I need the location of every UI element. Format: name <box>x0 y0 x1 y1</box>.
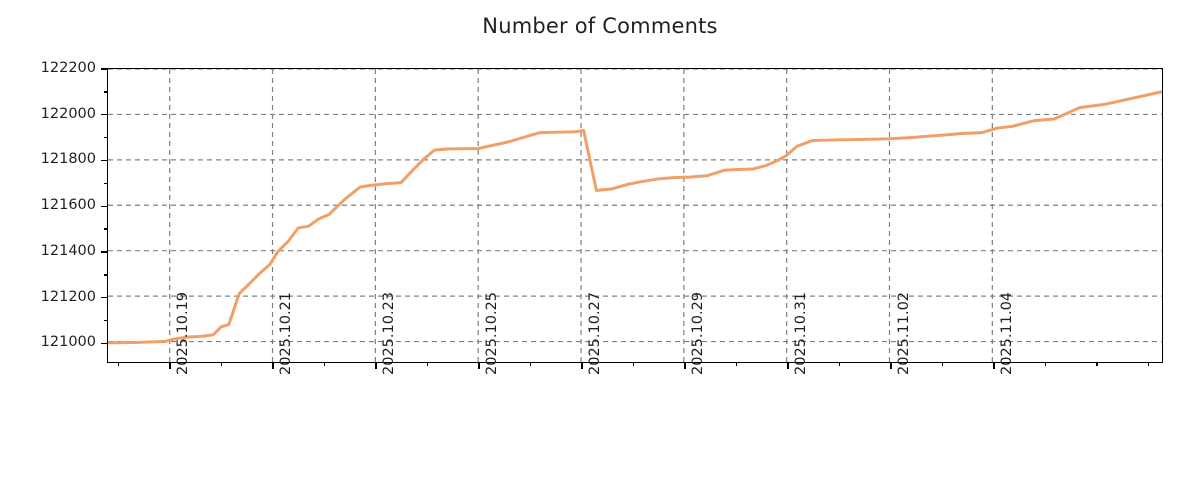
y-axis-tick-label: 121000 <box>40 334 96 351</box>
x-minor-tick-mark <box>426 362 429 366</box>
y-axis-tick-label: 121800 <box>40 151 96 168</box>
y-axis-tick-label: 122200 <box>40 60 96 76</box>
x-axis-tick-label: 2025.10.25 <box>483 291 500 375</box>
y-tick-mark <box>101 251 108 253</box>
x-minor-tick-mark <box>220 362 223 366</box>
y-tick-mark <box>101 159 108 162</box>
x-minor-tick-mark <box>735 362 738 366</box>
y-axis-tick-label: 121200 <box>40 288 96 305</box>
y-minor-tick-mark <box>104 228 108 230</box>
y-tick-mark <box>101 296 108 299</box>
x-tick-mark <box>890 362 892 369</box>
y-minor-tick-mark <box>104 319 108 322</box>
y-minor-tick-mark <box>104 182 108 185</box>
x-axis-tick-label: 2025.11.04 <box>999 291 1015 375</box>
x-tick-mark <box>684 362 686 369</box>
y-minor-tick-mark <box>104 274 108 276</box>
x-minor-tick-mark <box>632 362 635 366</box>
y-tick-mark <box>101 114 108 116</box>
y-tick-mark <box>101 68 108 70</box>
x-minor-tick-mark <box>941 362 944 366</box>
y-minor-tick-mark <box>104 136 108 139</box>
x-axis-tick-label: 2025.10.21 <box>277 291 294 375</box>
gridlines <box>108 69 1162 362</box>
x-minor-tick-mark <box>838 362 841 366</box>
y-tick-mark <box>101 342 108 345</box>
chart-title: Number of Comments <box>482 14 718 38</box>
y-axis-tick-label: 121600 <box>40 197 96 214</box>
y-axis-tick-label: 122000 <box>40 105 96 122</box>
x-tick-mark <box>272 362 274 369</box>
plot-area <box>101 68 1163 369</box>
data-series-line <box>108 69 1162 362</box>
x-tick-mark <box>993 362 995 369</box>
x-axis-tick-label: 2025.11.02 <box>895 291 912 375</box>
y-minor-tick-mark <box>104 91 108 93</box>
x-minor-tick-mark <box>1096 362 1098 366</box>
x-minor-tick-mark <box>117 362 119 366</box>
x-axis-tick-label: 2025.10.27 <box>586 291 603 375</box>
x-tick-mark <box>375 362 377 369</box>
y-tick-mark <box>101 205 108 207</box>
x-minor-tick-mark <box>529 362 532 366</box>
y-axis-tick-label: 121400 <box>40 242 96 259</box>
x-axis-tick-label: 2025.10.29 <box>689 291 706 375</box>
x-minor-tick-mark <box>1044 362 1047 366</box>
x-minor-tick-mark <box>323 362 326 366</box>
x-tick-mark <box>169 362 171 369</box>
x-tick-mark <box>787 362 789 369</box>
x-axis-tick-label: 2025.10.31 <box>792 291 809 375</box>
x-axis-tick-label: 2025.10.19 <box>174 291 191 375</box>
x-tick-mark <box>478 362 480 369</box>
x-tick-mark <box>581 362 583 369</box>
x-minor-tick-mark <box>1147 362 1150 366</box>
x-axis-tick-label: 2025.10.23 <box>380 291 397 375</box>
